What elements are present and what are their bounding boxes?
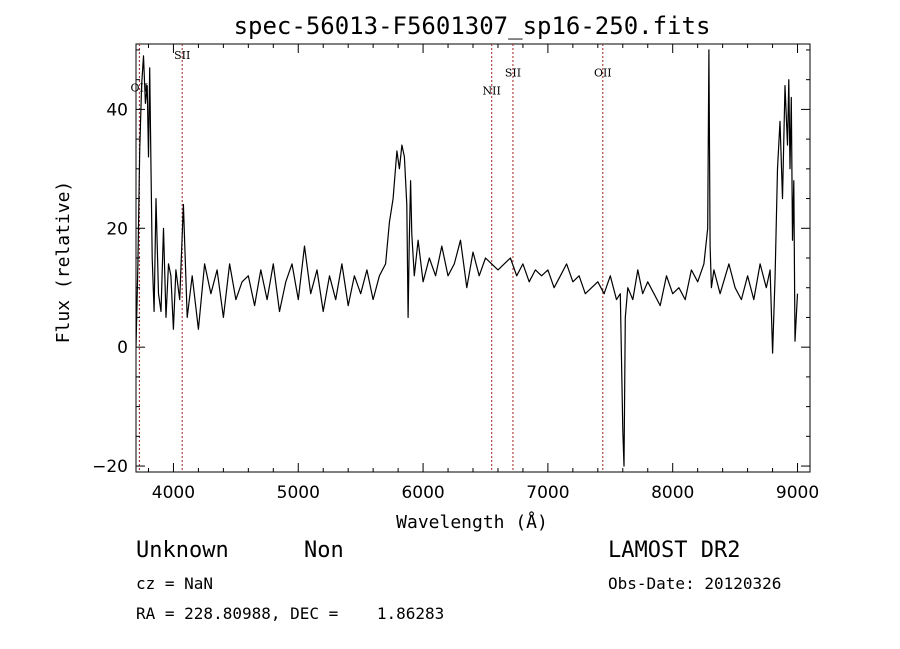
y-tick-label: 20 [106, 219, 128, 239]
emission-line-markers: OII SII NII SII OII [131, 44, 612, 472]
x-tick-label: 6000 [401, 483, 444, 503]
y-axis-label: Flux (relative) [53, 181, 74, 344]
emission-line-label: NII [483, 85, 501, 98]
y-tick-label: 0 [117, 338, 128, 358]
x-axis-label: Wavelength (Å) [396, 511, 548, 533]
series-layer [136, 49, 799, 467]
x-tick-label: 5000 [277, 483, 320, 503]
spectrum-line [136, 49, 799, 467]
emission-line-label: OII [131, 82, 149, 95]
chart-title: spec-56013-F5601307_sp16-250.fits [234, 12, 711, 40]
y-tick-label: −20 [92, 457, 128, 477]
observation-date: Obs-Date: 20120326 [608, 574, 782, 593]
survey-name: LAMOST DR2 [608, 538, 741, 563]
ra-dec-coordinates: RA = 228.80988, DEC = 1.86283 [136, 604, 445, 623]
spectral-class: Unknown [136, 538, 229, 563]
x-tick-label: 7000 [526, 483, 569, 503]
x-tick-label: 9000 [776, 483, 819, 503]
emission-line-label: SII [174, 49, 190, 62]
axis-ticks: 4000 5000 6000 7000 8000 9000 −20 0 20 40 [92, 44, 819, 503]
redshift-cz: cz = NaN [136, 574, 214, 593]
emission-line-label: OII [594, 67, 612, 80]
emission-line-label: SII [505, 67, 521, 80]
y-tick-label: 40 [106, 100, 128, 120]
spectral-subclass: Non [304, 538, 344, 563]
x-tick-label: 8000 [651, 483, 694, 503]
x-tick-label: 4000 [152, 483, 195, 503]
